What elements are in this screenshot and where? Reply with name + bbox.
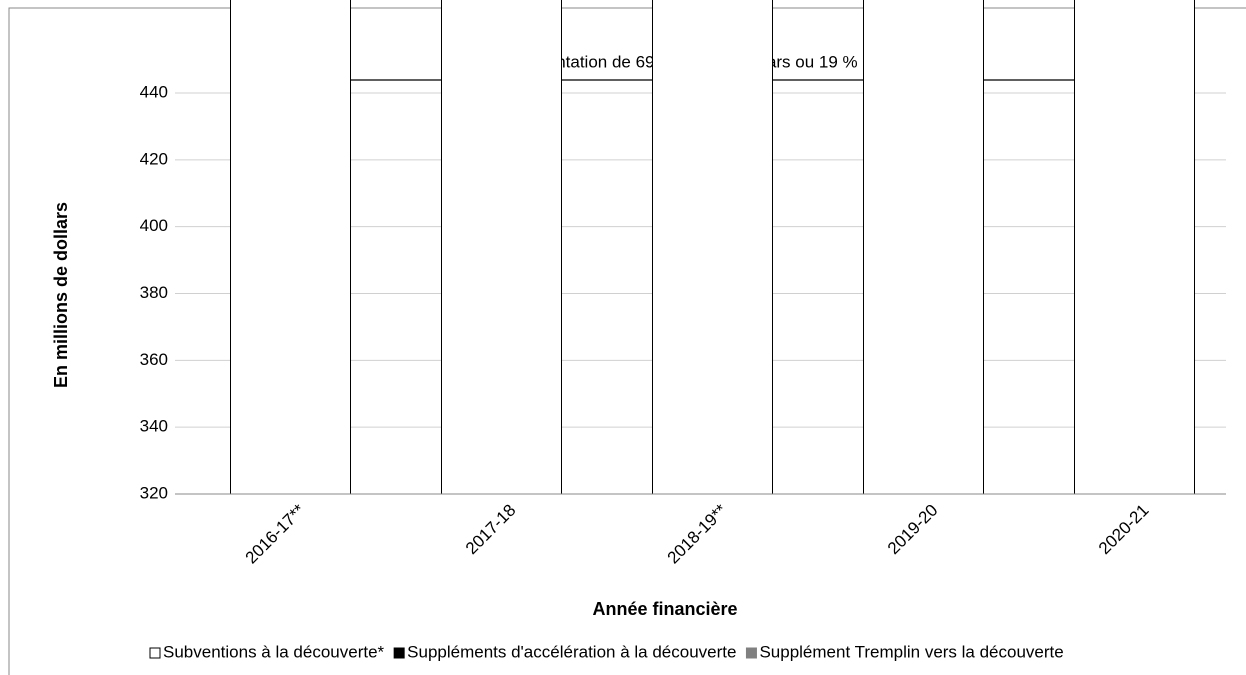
legend-label: Supplément Tremplin vers la découverte: [759, 642, 1063, 661]
bar-segment: [863, 0, 984, 495]
y-tick-label: 420: [140, 149, 168, 168]
y-tick-label: 340: [140, 417, 168, 436]
y-axis-label: En millions de dollars: [51, 202, 71, 388]
x-tick-label: 2018-19**: [664, 500, 731, 567]
x-axis-label: Année financière: [592, 599, 737, 619]
frame: [8, 7, 1246, 675]
legend-swatch: [393, 647, 405, 659]
legend-swatch: [149, 647, 161, 659]
x-tick-label: 2019-20: [884, 501, 942, 559]
x-tick-label: 2020-21: [1095, 501, 1153, 559]
y-tick-label: 380: [140, 283, 168, 302]
bar-segment: [230, 0, 351, 495]
legend-label: Suppléments d'accélération à la découver…: [407, 642, 736, 661]
y-tick-label: 360: [140, 350, 168, 369]
bar-segment: [652, 0, 773, 495]
y-tick-label: 320: [140, 483, 168, 502]
legend-swatch: [745, 647, 757, 659]
bar-segment: [1074, 0, 1195, 495]
legend-label: Subventions à la découverte*: [163, 642, 385, 661]
y-tick-label: 440: [140, 82, 168, 101]
bar-segment: [441, 0, 562, 495]
y-tick-label: 400: [140, 216, 168, 235]
x-tick-label: 2016-17**: [242, 500, 309, 567]
x-tick-label: 2017-18: [462, 501, 520, 559]
